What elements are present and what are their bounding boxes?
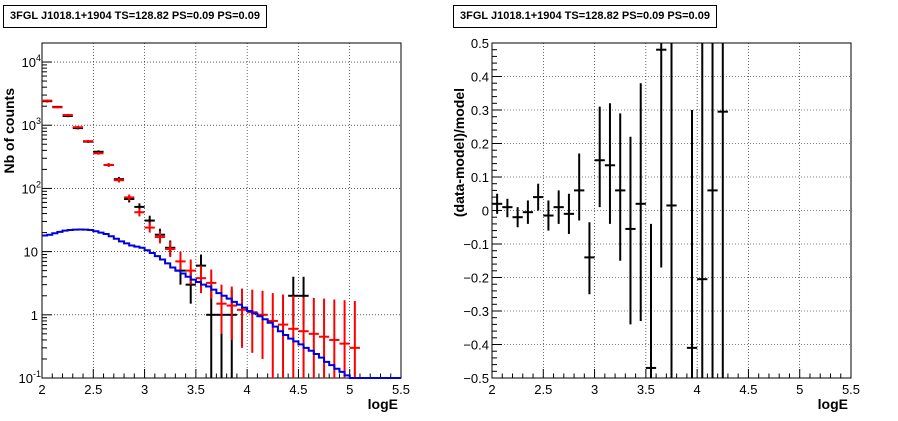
data-point <box>42 99 53 102</box>
y-tick-label: 0.1 <box>471 170 489 185</box>
data-point <box>533 183 544 211</box>
data-point <box>226 286 237 340</box>
x-tick-label: 2.5 <box>534 382 552 397</box>
x-tick-label: 3.5 <box>187 382 205 397</box>
data-point <box>62 113 73 117</box>
y-tick-label: 103 <box>22 116 41 133</box>
y-tick-label: −0.2 <box>463 271 489 286</box>
data-point <box>195 265 207 294</box>
data-point <box>257 290 268 359</box>
data-point <box>543 200 554 231</box>
x-axis-label: logE <box>368 396 398 412</box>
left-plot-title: 3FGL J1018.1+1904 TS=128.82 PS=0.09 PS=0… <box>3 5 267 28</box>
x-tick-label: 2 <box>488 382 495 397</box>
y-tick-label: 102 <box>22 179 41 196</box>
y-tick-label: −0.4 <box>463 338 489 353</box>
y-tick-label: 0.4 <box>471 70 489 85</box>
data-point <box>144 222 155 233</box>
data-point <box>594 106 605 208</box>
y-axis-label: Nb of counts <box>1 88 17 174</box>
y-tick-label: 0.3 <box>471 103 489 118</box>
data-point <box>584 222 595 295</box>
data-point <box>277 294 289 378</box>
data-point <box>339 300 350 378</box>
data-point <box>625 136 636 325</box>
x-tick-label: 2.5 <box>84 382 102 397</box>
x-tick-label: 3.5 <box>637 382 655 397</box>
model-step-line <box>42 228 401 379</box>
data-point <box>615 113 626 261</box>
data-point <box>574 153 585 221</box>
x-tick-label: 4 <box>244 382 251 397</box>
data-point <box>83 139 94 143</box>
data-point <box>298 297 309 378</box>
data-point <box>553 190 564 224</box>
data-point <box>492 193 503 214</box>
y-tick-label: 0 <box>482 204 489 219</box>
data-point <box>154 231 166 244</box>
y-tick-label: 104 <box>22 53 41 70</box>
data-point <box>635 83 646 322</box>
y-tick-label: 10-1 <box>19 369 41 386</box>
x-tick-label: 5 <box>796 382 803 397</box>
data-point <box>666 43 677 378</box>
data-point <box>267 293 278 378</box>
data-point <box>93 151 104 155</box>
data-point <box>308 297 319 378</box>
data-point <box>717 43 728 378</box>
data-point <box>522 200 534 224</box>
x-tick-label: 5 <box>346 382 353 397</box>
data-point <box>645 223 657 378</box>
right-plot-title: 3FGL J1018.1+1904 TS=128.82 PS=0.09 PS=0… <box>453 5 717 28</box>
data-point <box>707 43 718 378</box>
x-tick-label: 4.5 <box>289 382 307 397</box>
data-point <box>318 298 330 378</box>
data-point <box>604 103 616 224</box>
x-tick-label: 2 <box>38 382 45 397</box>
x-tick-label: 4 <box>694 382 701 397</box>
data-point <box>165 241 176 258</box>
data-point <box>512 207 523 228</box>
y-tick-label: −0.1 <box>463 237 489 252</box>
data-point <box>206 269 217 299</box>
y-tick-label: 1 <box>31 308 38 323</box>
data-point <box>563 193 575 234</box>
data-point <box>288 295 299 378</box>
y-tick-label: 0.5 <box>471 36 489 51</box>
data-point <box>113 178 125 183</box>
x-tick-label: 3 <box>141 382 148 397</box>
data-point <box>206 289 217 378</box>
data-point <box>502 198 513 218</box>
data-point <box>52 106 63 109</box>
y-axis-label: (data-model)/model <box>451 88 467 217</box>
y-tick-label: −0.5 <box>463 371 489 386</box>
x-tick-label: 5.5 <box>842 382 860 397</box>
y-tick-label: 0.2 <box>471 137 489 152</box>
y-tick-label: −0.3 <box>463 304 489 319</box>
data-point <box>349 301 360 378</box>
data-point <box>124 194 135 201</box>
x-tick-label: 5.5 <box>392 382 410 397</box>
data-point <box>697 43 708 378</box>
x-axis-label: logE <box>818 396 848 412</box>
y-tick-label: 10 <box>24 245 38 260</box>
x-tick-label: 3 <box>591 382 598 397</box>
data-point <box>656 43 667 268</box>
x-tick-label: 4.5 <box>739 382 757 397</box>
data-point <box>103 163 114 167</box>
data-point <box>686 110 698 378</box>
data-point <box>236 288 248 348</box>
data-point <box>72 126 84 129</box>
data-point <box>134 208 145 217</box>
